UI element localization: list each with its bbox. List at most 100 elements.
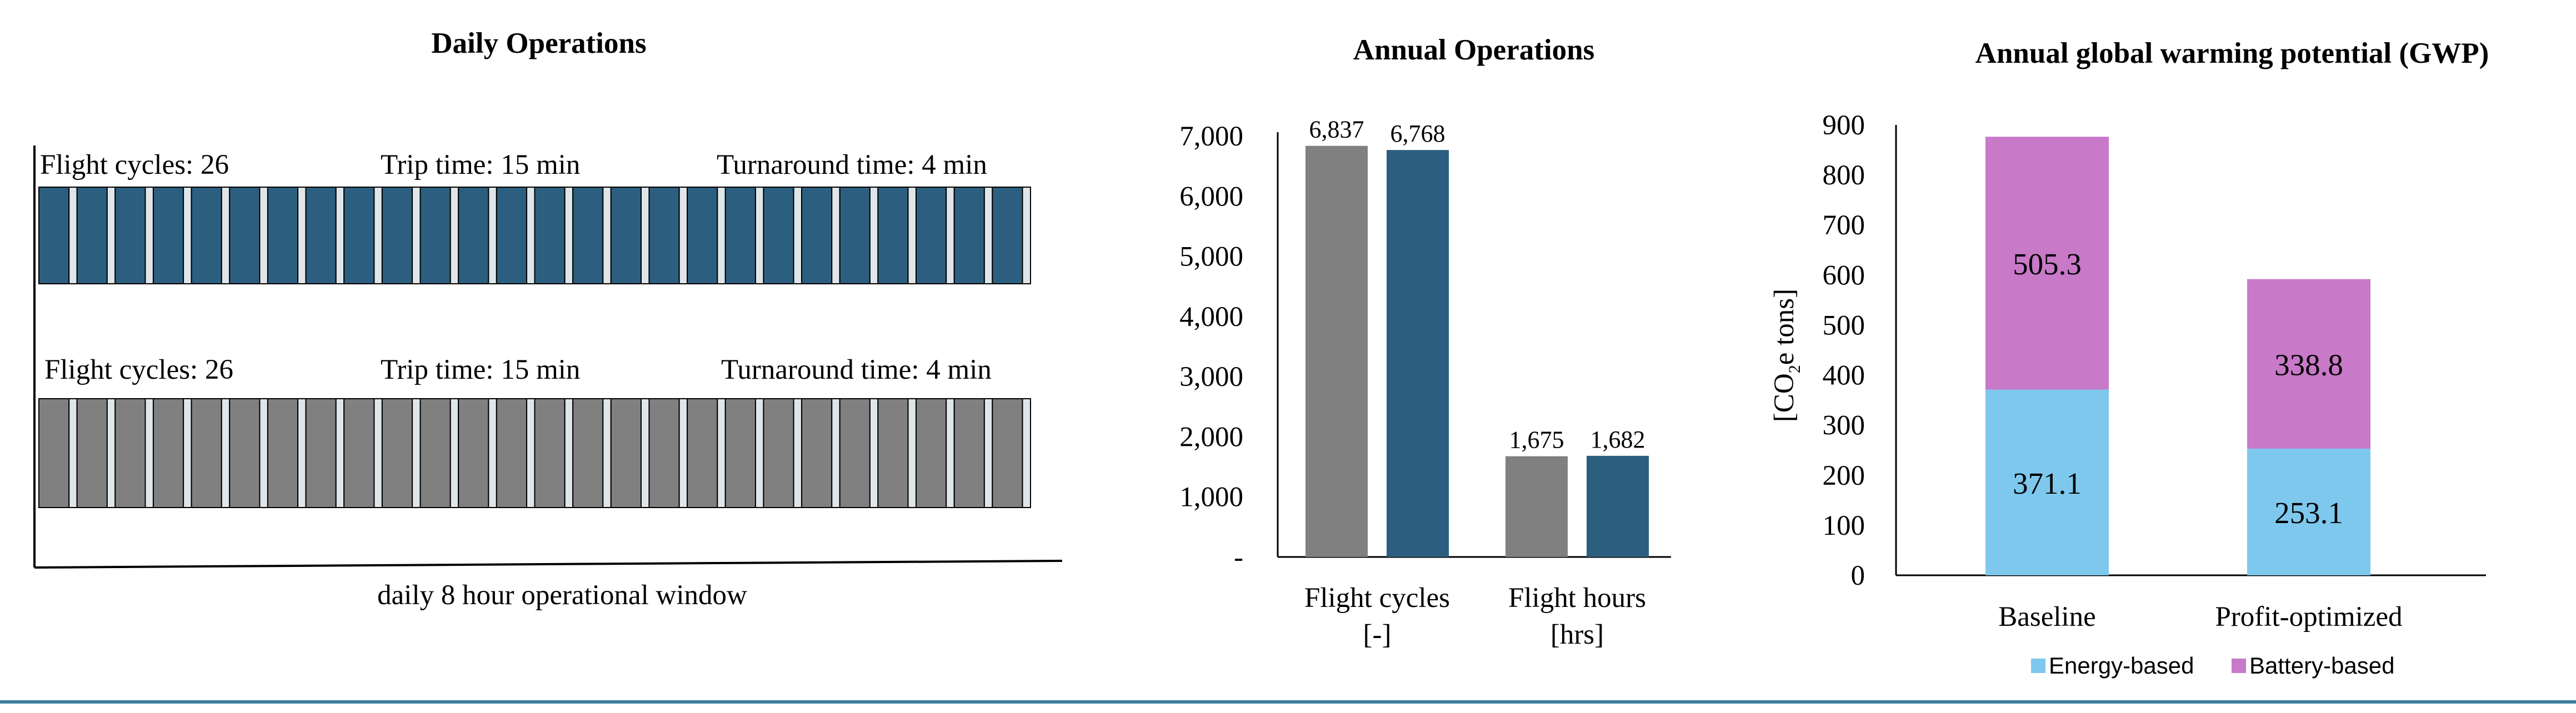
- blue-row-trip-9: [343, 187, 375, 284]
- gwp-y-tick-8: 800: [1823, 160, 1865, 191]
- blue-row-trip-8: [305, 187, 337, 284]
- annual-operations-y-tick-3: 3,000: [1179, 361, 1243, 393]
- annual-operations-bar-gray-2: [1505, 456, 1568, 557]
- gwp-x-label-1: Baseline: [1998, 601, 2096, 632]
- blue-row-turnaround-21: [831, 187, 841, 284]
- blue-row-trip-14: [534, 187, 566, 284]
- gray-row-turnaround-22: [869, 398, 879, 508]
- gwp-y-axis-label-post: e tons]: [1769, 289, 1800, 365]
- blue-row-turnaround-17: [678, 187, 688, 284]
- annual-operations-y-tick-2: 2,000: [1179, 421, 1243, 453]
- gray-row-trip-3: [114, 398, 146, 508]
- annual-operations-data-label-blue-1: 6,768: [1390, 120, 1445, 147]
- gwp-y-ticks: 0 100 200 300 400 500 600 700 800 900: [1823, 110, 1865, 591]
- gray-row-trip-5: [191, 398, 222, 508]
- blue-row-turnaround-1: [68, 187, 78, 284]
- gray-row-trip-10: [381, 398, 413, 508]
- gwp-y-axis-label-pre: [CO: [1769, 373, 1800, 422]
- gwp-segment-label-battery-based-2: 338.8: [2274, 348, 2343, 381]
- blue-row-trip-15: [572, 187, 604, 284]
- gray-row-trip-11: [419, 398, 451, 508]
- timeline-x-axis: [34, 560, 1063, 569]
- gray-row-turnaround-26: [1022, 398, 1031, 508]
- blue-row-turnaround-16: [641, 187, 650, 284]
- gray-row-turnaround-25: [983, 398, 993, 508]
- gray-row-turnaround-9: [373, 398, 383, 508]
- gwp-bar-battery-based-1: [1985, 137, 2109, 390]
- gwp-legend-swatch-energy-based: [2031, 659, 2045, 673]
- gray-row-turnaround-24: [946, 398, 955, 508]
- blue-row-turnaround-4: [183, 187, 192, 284]
- blue-row-turnaround-7: [297, 187, 307, 284]
- gray-row-trip-16: [610, 398, 642, 508]
- annual-operations-bars: 6,837 1,675 6,768 1,682: [1305, 116, 1649, 557]
- annual-operations-bar-gray-1: [1305, 145, 1368, 557]
- gwp-x-labels: Baseline Profit-optimized: [1998, 601, 2402, 632]
- gwp-y-tick-4: 400: [1823, 360, 1865, 391]
- gray-row-timeline: [38, 398, 1031, 508]
- gray-row-turnaround-7: [297, 398, 307, 508]
- blue-row-trip-1: [38, 187, 70, 284]
- blue-row-turnaround-3: [144, 187, 154, 284]
- gray-row-turnaround-8: [335, 398, 345, 508]
- gray-row-turnaround-2: [106, 398, 116, 508]
- gray-row-turnaround-15: [602, 398, 612, 508]
- gwp-segment-label-energy-based-2: 253.1: [2274, 496, 2343, 530]
- blue-row-trip-12: [458, 187, 489, 284]
- gray-row-trip-17: [648, 398, 680, 508]
- gwp-y-tick-1: 100: [1823, 510, 1865, 541]
- gray-row-trip-1: [38, 398, 70, 508]
- gray-row-turnaround-23: [907, 398, 917, 508]
- blue-row-trip-16: [610, 187, 642, 284]
- gwp-legend: Energy-based Battery-based: [2031, 652, 2394, 679]
- annual-operations-bar-blue-1: [1387, 150, 1449, 557]
- blue-row-trip-4: [152, 187, 184, 284]
- gwp-legend-label-energy-based: Energy-based: [2049, 652, 2194, 679]
- gray-row-trip-26: [992, 398, 1023, 508]
- gray-row-trip-22: [839, 398, 871, 508]
- timeline-x-axis-label: daily 8 hour operational window: [377, 580, 747, 611]
- gray-row-trip-18: [687, 398, 718, 508]
- blue-row-trip-3: [114, 187, 146, 284]
- gwp-y-tick-2: 200: [1823, 460, 1865, 491]
- blue-row-trip-11: [419, 187, 451, 284]
- gray-row-cycles-label: Flight cycles: 26: [44, 354, 233, 385]
- blue-row-trip-24: [916, 187, 947, 284]
- blue-row-trip-10: [381, 187, 413, 284]
- annual-operations-x-label-1-line-2: [-]: [1363, 619, 1392, 650]
- gray-row-trip-23: [877, 398, 909, 508]
- blue-row-trip-26: [992, 187, 1023, 284]
- annual-operations-y-ticks: - 1,000 2,000 3,000 4,000 5,000 6,000 7,000: [1179, 121, 1243, 573]
- gray-row-trip-19: [724, 398, 756, 508]
- gray-row-trip-13: [496, 398, 528, 508]
- gwp-y-axis-label: [CO2e tons]: [1769, 289, 1804, 422]
- blue-row-trip-label: Trip time: 15 min: [381, 149, 580, 180]
- gray-row-trip-label: Trip time: 15 min: [381, 354, 580, 385]
- blue-row-trip-13: [496, 187, 528, 284]
- annual-operations-title: Annual Operations: [1353, 34, 1594, 66]
- blue-row-trip-5: [191, 187, 222, 284]
- annual-operations-x-labels: Flight cycles [-] Flight hours [hrs]: [1304, 583, 1646, 650]
- blue-row-trip-18: [687, 187, 718, 284]
- daily-operations-title: Daily Operations: [431, 27, 646, 59]
- blue-row-turnaround-8: [335, 187, 345, 284]
- blue-row-turnaround-26: [1022, 187, 1031, 284]
- annual-operations-bar-blue-2: [1587, 455, 1649, 557]
- daily-operations-panel: Daily Operations Flight cycles: 26 Trip …: [33, 27, 1063, 611]
- annual-operations-y-tick-1: 1,000: [1179, 482, 1243, 513]
- gray-row-turnaround-1: [68, 398, 78, 508]
- gwp-y-tick-0: 0: [1851, 560, 1865, 591]
- blue-row-timeline: [38, 187, 1031, 284]
- blue-row-trip-7: [267, 187, 299, 284]
- gray-row-turnaround-10: [412, 398, 421, 508]
- gwp-bars: 371.1 505.3 253.1 338.8: [1985, 137, 2370, 575]
- gray-row-turnaround-19: [754, 398, 764, 508]
- blue-row-turnaround-10: [412, 187, 421, 284]
- gray-row-turnaround-5: [221, 398, 231, 508]
- blue-row-trip-19: [724, 187, 756, 284]
- gray-row-trip-14: [534, 398, 566, 508]
- blue-row-turnaround-15: [602, 187, 612, 284]
- gwp-y-tick-5: 500: [1823, 310, 1865, 341]
- gray-row-turnaround-4: [183, 398, 192, 508]
